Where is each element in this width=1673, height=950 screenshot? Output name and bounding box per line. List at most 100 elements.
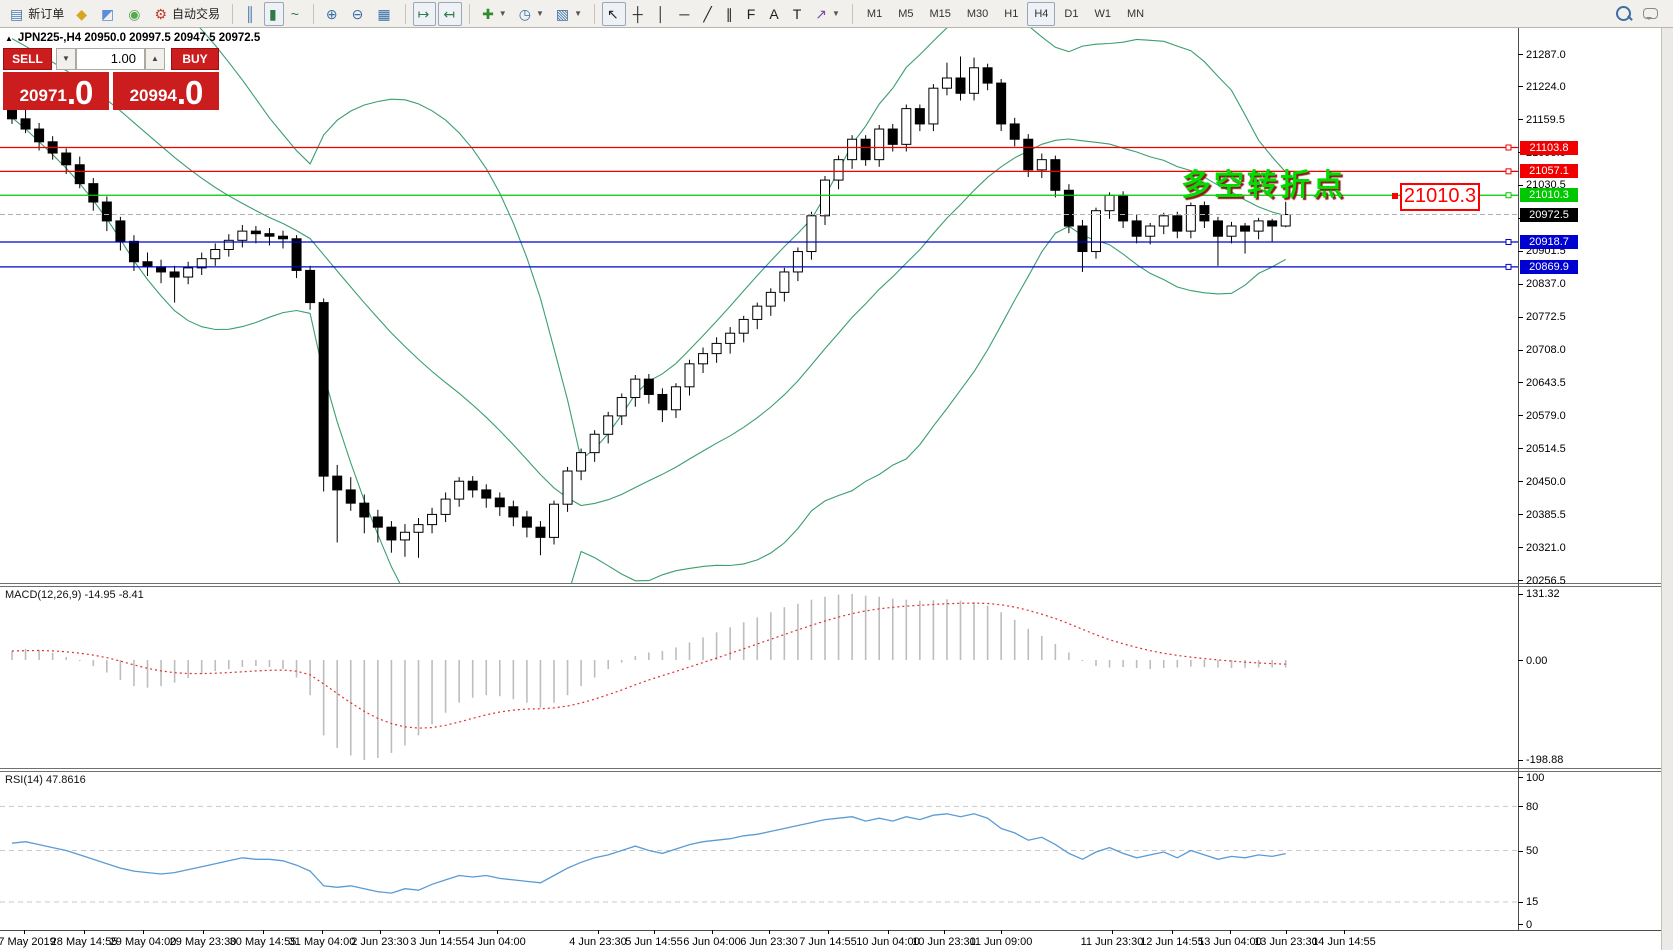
price-tick	[1518, 86, 1523, 88]
bearish-candle	[169, 271, 180, 278]
price-tick	[1518, 580, 1523, 581]
arrows-button[interactable]: ↗ ▼	[810, 2, 845, 26]
trendline-button[interactable]: ╱	[698, 2, 718, 26]
bullish-candle	[1104, 194, 1115, 212]
search-button[interactable]	[1611, 2, 1636, 26]
volume-increase-button[interactable]: ▲	[145, 48, 165, 70]
autotrading-button[interactable]: ⚙ 自动交易	[149, 2, 225, 26]
rsi-line	[11, 813, 1286, 894]
vertical-line-button[interactable]: │	[652, 2, 673, 26]
price-tick-label: 21287.0	[1526, 48, 1566, 61]
bullish-candle	[847, 138, 858, 161]
channel-button[interactable]: ∥	[721, 2, 740, 26]
timeframe-w1-button[interactable]: W1	[1087, 2, 1118, 26]
periods-button[interactable]: ◷ ▼	[514, 2, 549, 26]
timeframe-m5-button-label: M5	[898, 7, 914, 20]
time-scale-axis[interactable]	[0, 930, 1661, 931]
timeframe-m1-button[interactable]: M1	[860, 2, 889, 26]
price-tick	[1518, 924, 1523, 925]
price-tick	[1518, 759, 1523, 761]
line-handle[interactable]	[1505, 263, 1512, 270]
indicators-button[interactable]: ✚ ▼	[477, 2, 512, 26]
time-tick	[263, 930, 264, 934]
timeframe-h1-button[interactable]: H1	[997, 2, 1025, 26]
volume-decrease-button[interactable]: ▼	[56, 48, 76, 70]
metaeditor-button[interactable]: ◩	[96, 2, 121, 26]
line-handle[interactable]	[1505, 238, 1512, 245]
price-tick-label: 131.32	[1526, 588, 1560, 601]
volume-input[interactable]: 1.00	[76, 48, 145, 70]
chevron-down-icon[interactable]: ▼	[574, 9, 583, 18]
line-handle[interactable]	[1505, 144, 1512, 151]
timeframe-m30-button[interactable]: M30	[960, 2, 995, 26]
bullish-candle	[427, 513, 438, 526]
buy-button[interactable]: BUY	[171, 48, 219, 70]
line-handle[interactable]	[1505, 168, 1512, 175]
bullish-candle	[1185, 205, 1196, 232]
line-chart-button[interactable]: ~	[286, 2, 306, 26]
bearish-candle	[955, 77, 966, 94]
time-tick-label: 6 Jun 23:30	[740, 936, 798, 948]
tile-windows-button[interactable]: ▦	[372, 2, 397, 26]
timeframe-m5-button[interactable]: M5	[891, 2, 920, 26]
bullish-candle	[765, 291, 776, 307]
line-handle[interactable]	[1505, 192, 1512, 199]
one-click-collapse-icon[interactable]: ▲	[5, 33, 13, 43]
bearish-candle	[332, 475, 343, 491]
time-tick-label: 31 May 04:00	[288, 936, 356, 948]
macd-pane[interactable]	[0, 586, 1661, 768]
bar-chart-button[interactable]: ║	[240, 2, 262, 26]
templates-button[interactable]: ▧ ▼	[551, 2, 587, 26]
timeframe-d1-button[interactable]: D1	[1057, 2, 1085, 26]
signals-button[interactable]: ◉	[123, 2, 147, 26]
new-order-button[interactable]: ▤ 新订单	[5, 2, 69, 26]
chevron-down-icon[interactable]: ▼	[831, 9, 840, 18]
chart-window[interactable]: 21287.021224.021159.521095.021030.520966…	[0, 28, 1673, 950]
timeframe-m15-button[interactable]: M15	[922, 2, 957, 26]
chart-shift-button[interactable]: ↤	[438, 1, 463, 26]
timeframe-mn-button[interactable]: MN	[1120, 2, 1151, 26]
auto-scroll-button[interactable]: ↦	[412, 1, 437, 26]
bullish-candle	[806, 215, 817, 253]
cursor-button[interactable]: ↖	[602, 1, 626, 26]
fibonacci-button[interactable]: F	[742, 2, 763, 26]
buy-price[interactable]: 20994.0	[113, 72, 219, 110]
pane-separator[interactable]	[0, 583, 1661, 587]
bullish-candle	[820, 179, 830, 217]
price-tick-label: 20256.5	[1526, 574, 1566, 587]
zoom-out-icon: ⊖	[351, 5, 364, 22]
toolbar-separator	[232, 3, 234, 24]
price-scale-axis[interactable]	[1518, 28, 1519, 930]
text-label-button[interactable]: T	[788, 2, 809, 26]
zoom-in-button[interactable]: ⊕	[321, 2, 345, 26]
bullish-candle	[413, 524, 424, 533]
candlestick-chart-button[interactable]: ▮	[263, 1, 284, 26]
bearish-candle	[101, 201, 112, 222]
time-tick-label: 10 Jun 04:00	[856, 936, 920, 948]
time-tick	[84, 930, 85, 934]
crosshair-button[interactable]: ┼	[628, 2, 650, 26]
price-tick	[1518, 316, 1523, 318]
time-tick	[24, 930, 25, 934]
zoom-out-button[interactable]: ⊖	[347, 2, 371, 26]
bearish-candle	[278, 235, 288, 240]
time-tick	[888, 930, 889, 934]
chart-profiles-button[interactable]: ◆	[71, 2, 94, 26]
chevron-down-icon[interactable]: ▼	[535, 9, 544, 18]
horizontal-line-button[interactable]: ─	[674, 2, 696, 26]
text-button[interactable]: A	[764, 2, 785, 26]
rsi-label: RSI(14) 47.8616	[5, 774, 86, 786]
time-tick	[944, 930, 945, 934]
bullish-candle	[738, 318, 749, 334]
time-tick-label: 10 Jun 23:30	[912, 936, 976, 948]
chevron-down-icon[interactable]: ▼	[498, 9, 507, 18]
price-tick	[1518, 593, 1523, 595]
sell-price[interactable]: 20971.0	[3, 72, 109, 110]
chat-button[interactable]	[1638, 2, 1663, 26]
price-chart-pane[interactable]	[0, 28, 1661, 583]
rsi-pane[interactable]	[0, 771, 1661, 930]
trendline-icon: ╱	[703, 5, 712, 22]
sell-button[interactable]: SELL	[3, 48, 52, 70]
timeframe-h4-button[interactable]: H4	[1027, 1, 1056, 26]
pane-separator[interactable]	[0, 768, 1661, 772]
